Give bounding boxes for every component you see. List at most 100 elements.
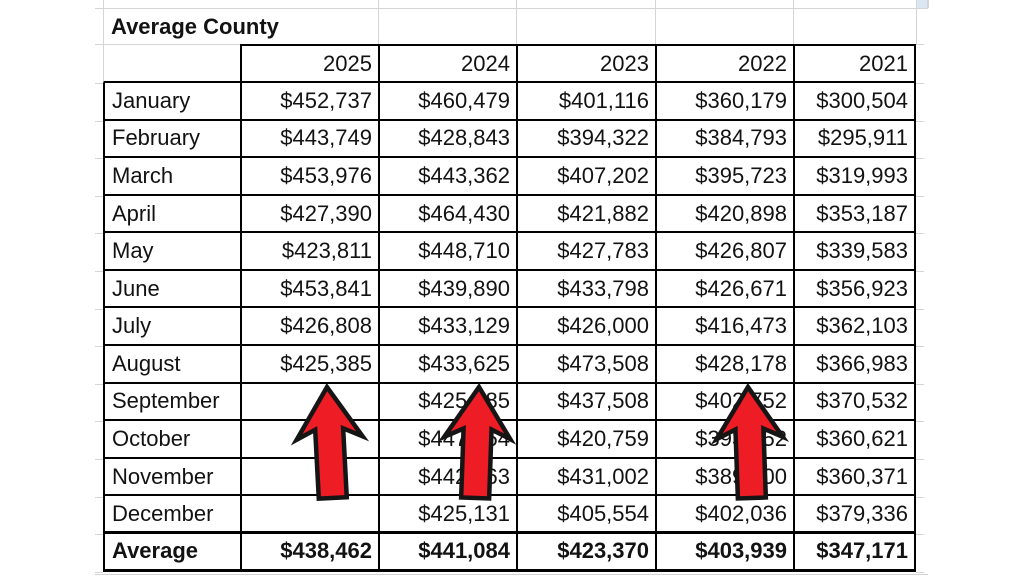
value-cell[interactable] [240, 421, 378, 459]
year-header-cell[interactable]: 2024 [378, 44, 516, 83]
year-header-cell[interactable]: 2021 [793, 44, 916, 83]
value-cell[interactable]: $366,983 [793, 346, 916, 384]
empty-cell[interactable] [793, 8, 916, 44]
value-cell[interactable]: $420,759 [516, 421, 655, 459]
month-cell[interactable]: April [103, 195, 240, 234]
empty-cell[interactable] [655, 8, 793, 44]
value-cell[interactable]: $401,116 [516, 83, 655, 121]
month-cell[interactable]: September [103, 383, 240, 422]
year-header-cell[interactable]: 2023 [516, 44, 655, 83]
value-cell[interactable]: $443,362 [378, 158, 516, 196]
value-cell[interactable]: $339,583 [793, 233, 916, 271]
gridline-tick [916, 421, 924, 422]
value-cell[interactable]: $460,479 [378, 83, 516, 121]
value-cell[interactable]: $393,352 [655, 421, 793, 459]
value-cell[interactable]: $402,752 [655, 383, 793, 422]
gridline-tick [95, 459, 103, 460]
value-cell[interactable]: $360,179 [655, 83, 793, 121]
gridline-tick [916, 384, 924, 385]
value-cell[interactable]: $420,898 [655, 195, 793, 234]
value-cell[interactable]: $360,371 [793, 458, 916, 497]
value-cell[interactable]: $439,890 [378, 270, 516, 309]
value-cell[interactable]: $379,336 [793, 496, 916, 534]
value-cell[interactable]: $402,036 [655, 496, 793, 534]
average-label-cell[interactable]: Average [103, 533, 240, 572]
value-cell[interactable]: $426,807 [655, 233, 793, 271]
value-cell[interactable]: $407,202 [516, 158, 655, 196]
value-cell[interactable]: $370,532 [793, 383, 916, 422]
value-cell[interactable]: $426,671 [655, 270, 793, 309]
empty-cell[interactable] [516, 8, 655, 44]
value-cell[interactable]: $405,554 [516, 496, 655, 534]
value-cell[interactable]: $427,783 [516, 233, 655, 271]
value-cell[interactable]: $437,508 [516, 383, 655, 422]
month-cell[interactable]: June [103, 270, 240, 309]
value-cell[interactable]: $431,002 [516, 458, 655, 497]
average-value-cell[interactable]: $438,462 [240, 533, 378, 572]
value-cell[interactable]: $433,129 [378, 308, 516, 347]
gridline-tick [916, 497, 924, 498]
value-cell[interactable]: $442,263 [378, 458, 516, 497]
average-value-cell[interactable]: $441,084 [378, 533, 516, 572]
value-cell[interactable]: $319,993 [793, 158, 916, 196]
average-value-cell[interactable]: $347,171 [793, 533, 916, 572]
value-cell[interactable]: $464,430 [378, 195, 516, 234]
average-value-cell[interactable]: $423,370 [516, 533, 655, 572]
value-cell[interactable]: $356,923 [793, 270, 916, 309]
value-cell[interactable]: $360,621 [793, 421, 916, 459]
value-cell[interactable]: $425,131 [378, 496, 516, 534]
gridline-tick [95, 534, 103, 535]
value-cell[interactable]: $443,749 [240, 120, 378, 159]
value-cell[interactable]: $428,843 [378, 120, 516, 159]
gridline-tick [95, 196, 103, 197]
value-cell[interactable]: $423,811 [240, 233, 378, 271]
value-cell[interactable]: $448,710 [378, 233, 516, 271]
value-cell[interactable]: $425,985 [378, 383, 516, 422]
value-cell[interactable]: $426,808 [240, 308, 378, 347]
value-cell[interactable]: $453,841 [240, 270, 378, 309]
value-cell[interactable] [240, 496, 378, 534]
month-cell[interactable]: November [103, 458, 240, 497]
gridline-tick [95, 346, 103, 347]
value-cell[interactable]: $353,187 [793, 195, 916, 234]
value-cell[interactable]: $394,322 [516, 120, 655, 159]
month-cell[interactable]: March [103, 158, 240, 196]
value-cell[interactable]: $300,504 [793, 83, 916, 121]
gridline-tick [916, 233, 924, 234]
gridline-tick [95, 158, 103, 159]
value-cell[interactable]: $384,793 [655, 120, 793, 159]
month-cell[interactable]: August [103, 346, 240, 384]
value-cell[interactable] [240, 458, 378, 497]
value-cell[interactable]: $452,737 [240, 83, 378, 121]
value-cell[interactable]: $395,723 [655, 158, 793, 196]
value-cell[interactable]: $389,400 [655, 458, 793, 497]
gridline-tick [793, 0, 794, 8]
value-cell[interactable]: $295,911 [793, 120, 916, 159]
value-cell[interactable]: $428,178 [655, 346, 793, 384]
month-cell[interactable]: December [103, 496, 240, 534]
corner-cell[interactable] [103, 44, 240, 83]
year-header-cell[interactable]: 2022 [655, 44, 793, 83]
value-cell[interactable]: $425,385 [240, 346, 378, 384]
value-cell[interactable] [240, 383, 378, 422]
month-cell[interactable]: May [103, 233, 240, 271]
value-cell[interactable]: $473,508 [516, 346, 655, 384]
month-cell[interactable]: October [103, 421, 240, 459]
value-cell[interactable]: $421,882 [516, 195, 655, 234]
gridline-tick [95, 44, 103, 45]
sheet-title-cell[interactable]: Average County [103, 8, 378, 44]
month-cell[interactable]: January [103, 83, 240, 121]
month-cell[interactable]: February [103, 120, 240, 159]
empty-cell[interactable] [378, 8, 516, 44]
value-cell[interactable]: $453,976 [240, 158, 378, 196]
value-cell[interactable]: $426,000 [516, 308, 655, 347]
average-value-cell[interactable]: $403,939 [655, 533, 793, 572]
value-cell[interactable]: $447,164 [378, 421, 516, 459]
month-cell[interactable]: July [103, 308, 240, 347]
year-header-cell[interactable]: 2025 [240, 44, 378, 83]
value-cell[interactable]: $433,798 [516, 270, 655, 309]
value-cell[interactable]: $427,390 [240, 195, 378, 234]
value-cell[interactable]: $362,103 [793, 308, 916, 347]
value-cell[interactable]: $416,473 [655, 308, 793, 347]
value-cell[interactable]: $433,625 [378, 346, 516, 384]
